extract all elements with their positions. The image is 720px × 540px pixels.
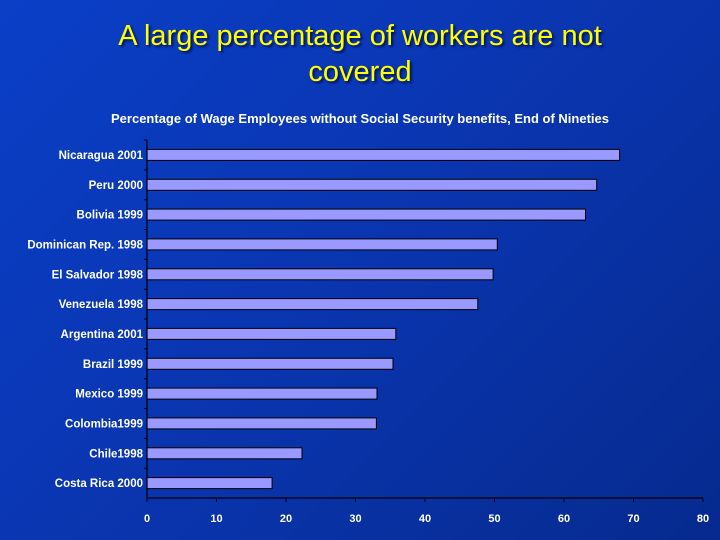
category-label-brazil-1999: Brazil 1999	[83, 359, 143, 371]
x-tick-label-40: 40	[419, 513, 431, 525]
category-label-chile1998: Chile1998	[89, 448, 143, 460]
bar-venezuela-1998	[146, 298, 479, 311]
bar-dominican-rep-1998	[146, 238, 498, 251]
bar-costa-rica-2000	[146, 477, 273, 490]
x-tick-label-30: 30	[349, 513, 361, 525]
x-ticks-group: 0 10 20 30 40 50 60 70 80	[144, 139, 709, 525]
category-label-colombia1999: Colombia1999	[65, 418, 143, 430]
category-label-venezuela-1998: Venezuela 1998	[59, 299, 144, 311]
bar-mexico-1999	[146, 387, 378, 400]
bar-colombia1999	[146, 417, 377, 430]
slide-title-line-2: covered	[308, 56, 412, 88]
x-tick-label-20: 20	[280, 513, 292, 525]
bars-group	[146, 148, 621, 490]
category-label-dominican-rep-1998: Dominican Rep. 1998	[27, 239, 143, 251]
bar-argentina-2001	[146, 327, 397, 340]
x-tick-label-10: 10	[210, 513, 222, 525]
bar-peru-2000	[146, 178, 598, 191]
x-tick-label-0: 0	[144, 513, 150, 525]
x-tick-label-70: 70	[627, 513, 639, 525]
category-label-peru-2000: Peru 2000	[89, 180, 143, 192]
bar-nicaragua-2001	[146, 148, 621, 161]
x-tick-label-50: 50	[488, 513, 500, 525]
x-tick-label-60: 60	[558, 513, 570, 525]
category-label-el-salvador-1998: El Salvador 1998	[52, 269, 144, 281]
slide-title: A large percentage of workers are not co…	[0, 18, 720, 90]
category-labels-group: Nicaragua 2001 Peru 2000 Bolivia 1999 Domin…	[27, 150, 143, 490]
bar-el-salvador-1998	[146, 268, 494, 281]
category-label-nicaragua-2001: Nicaragua 2001	[59, 150, 144, 162]
bar-bolivia-1999	[146, 208, 586, 221]
category-label-argentina-2001: Argentina 2001	[61, 329, 144, 341]
x-tick-label-80: 80	[697, 513, 709, 525]
chart-subtitle: Percentage of Wage Employees without Soc…	[111, 111, 609, 126]
slide-title-line-1: A large percentage of workers are not	[118, 20, 602, 52]
category-label-bolivia-1999: Bolivia 1999	[77, 210, 143, 222]
category-label-costa-rica-2000: Costa Rica 2000	[55, 478, 143, 490]
category-label-mexico-1999: Mexico 1999	[75, 389, 143, 401]
bar-chile1998	[146, 447, 303, 460]
bar-brazil-1999	[146, 357, 394, 370]
